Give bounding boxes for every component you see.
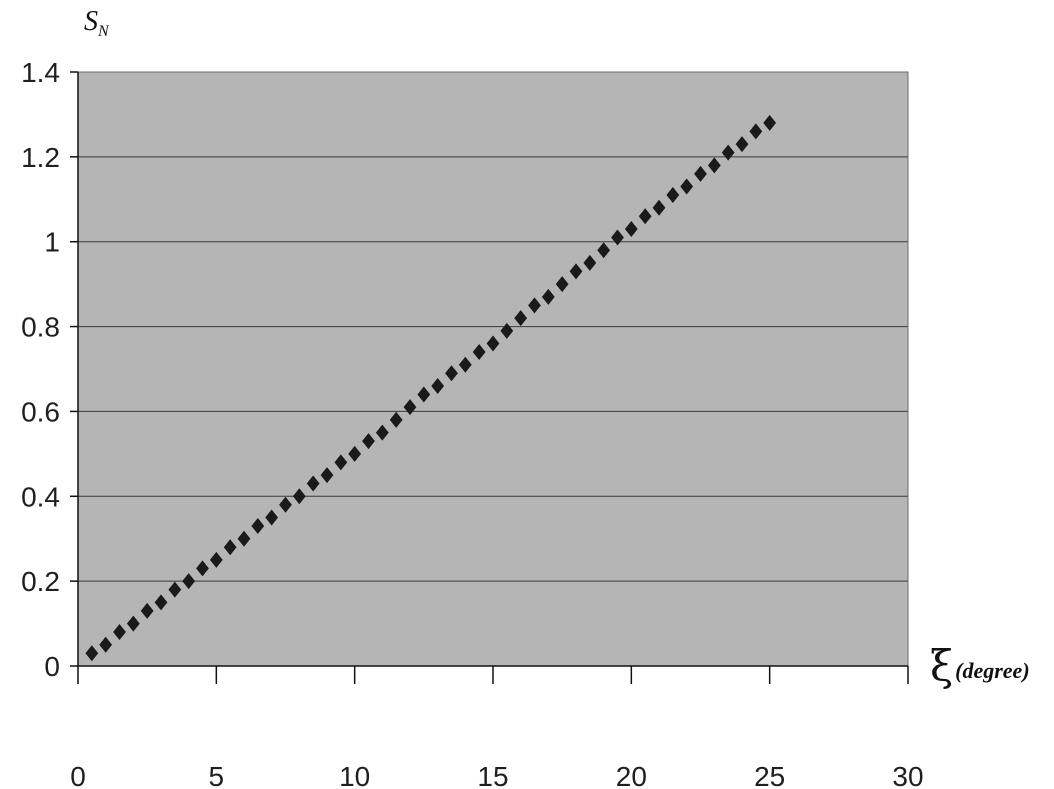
data-point [569,263,583,280]
data-point [735,136,749,153]
data-point [417,386,431,403]
x-tick-label: 20 [616,761,647,789]
y-tick-labels: 0 0.2 0.4 0.6 0.8 1 1.2 1.4 [21,57,60,682]
y-tick-label: 1 [44,227,60,258]
data-point [749,123,763,140]
y-tick-label: 0.4 [21,481,60,512]
data-point [721,144,735,161]
data-point [196,560,209,577]
data-point [458,356,472,373]
plot-background [78,72,908,666]
x-tick-labels: 0 5 10 15 20 25 30 [70,761,923,789]
axes [70,71,909,684]
x-tick-label: 10 [339,761,370,789]
data-point [223,539,237,556]
y-tick-label: 0.8 [21,312,60,343]
y-axis-label: SN [84,6,110,40]
x-tick-label: 15 [477,761,508,789]
x-tick-label: 0 [70,761,86,789]
plot-area [78,72,908,666]
data-point [652,199,666,216]
data-point [182,573,196,590]
x-tick-label: 5 [209,761,225,789]
y-axis-label-main: S [84,6,98,37]
data-point [541,288,555,305]
data-point [486,335,500,352]
data-point [237,530,251,547]
data-point [348,445,362,462]
x-tick-label: 30 [892,761,923,789]
x-axis-label-symbol: ξ [930,641,953,690]
y-tick-label: 1.2 [21,142,60,173]
data-point [638,208,652,225]
data-point [763,114,777,131]
x-axis-label: ξ(degree) [930,641,1030,690]
y-tick-label: 0.2 [21,566,60,597]
data-point [707,157,721,174]
data-point [113,624,126,641]
data-point [279,496,292,513]
data-point [694,165,707,182]
data-point [292,488,306,505]
data-point [597,242,611,259]
data-point [680,178,694,195]
data-point [334,454,348,471]
data-point [362,433,375,450]
data-point [99,636,113,653]
data-point [375,424,389,441]
y-axis-label-subscript: N [97,23,110,40]
x-tick-label: 25 [754,761,785,789]
data-series [85,114,777,662]
x-axis-label-unit: (degree) [955,658,1030,683]
data-point [528,297,541,314]
y-tick-label: 0.6 [21,396,60,427]
data-point [472,344,486,361]
data-point [265,509,279,526]
data-point [389,411,403,428]
data-point [500,322,514,339]
data-point [251,517,265,534]
data-point [140,602,154,619]
data-point [306,475,320,492]
data-point [431,377,445,394]
data-point [154,594,168,611]
data-point [555,276,569,293]
data-point [514,310,528,327]
data-point [168,581,182,598]
data-point [583,254,597,271]
data-point [611,229,624,246]
data-point [209,551,223,568]
data-point [445,365,458,382]
data-point [320,467,334,484]
data-point [624,220,638,237]
data-point [126,615,140,632]
data-point [666,187,680,204]
data-point [85,645,99,662]
y-tick-label: 0 [44,651,60,682]
y-tick-label: 1.4 [21,57,60,88]
data-point [403,399,417,416]
